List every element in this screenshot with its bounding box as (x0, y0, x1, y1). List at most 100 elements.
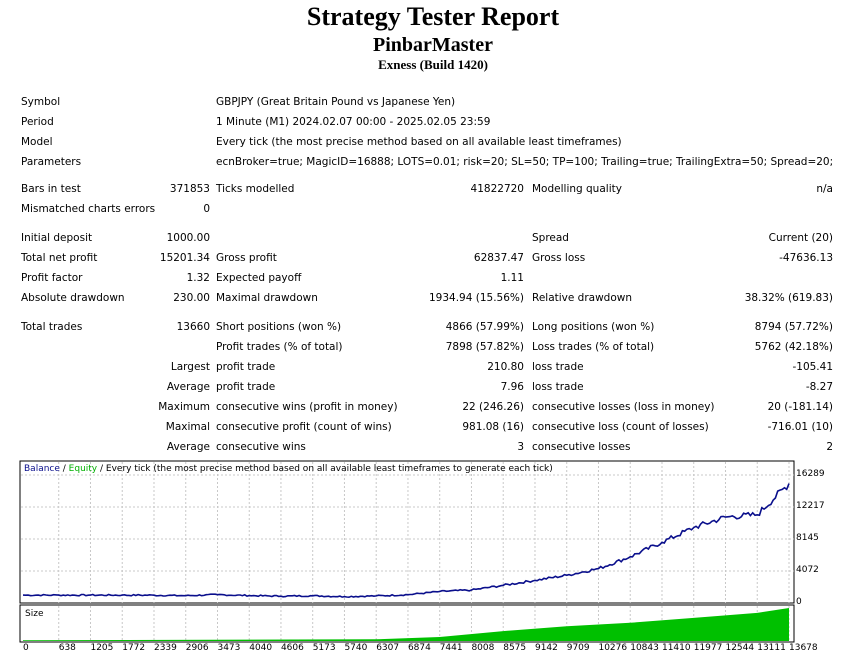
gross-loss-label: Gross loss (532, 252, 586, 264)
rel-drawdown-value: 38.32% (619.83) (744, 292, 833, 304)
server-name: Exness (Build 1420) (378, 57, 488, 72)
profit-factor-label: Profit factor (21, 272, 83, 284)
y-tick-label: 4072 (796, 565, 819, 575)
loss-trades-label: Loss trades (% of total) (532, 341, 655, 353)
legend-balance: Balance (24, 464, 60, 474)
x-tick-label: 2339 (153, 643, 177, 653)
y-tick-label: 0 (796, 597, 802, 607)
average-consecutive-prefix: Average (166, 441, 210, 453)
avg-consecutive-losses-label: consecutive losses (532, 441, 631, 453)
parameters-value: ecnBroker=true; MagicID=16888; LOTS=0.01… (216, 156, 834, 168)
gross-profit-value: 62837.47 (473, 252, 524, 264)
report-title: Strategy Tester Report (306, 2, 560, 31)
maximal-consecutive-profit-value: 981.08 (16) (462, 421, 524, 433)
profit-factor-value: 1.32 (186, 272, 210, 284)
x-tick-label: 638 (58, 643, 76, 653)
long-positions-value: 8794 (57.72%) (754, 321, 833, 333)
x-tick-label: 7441 (439, 643, 463, 653)
maximal-consecutive-loss-value: -716.01 (10) (767, 421, 833, 433)
ticks-value: 41822720 (470, 183, 524, 195)
rel-drawdown-label: Relative drawdown (532, 292, 633, 304)
abs-drawdown-value: 230.00 (173, 292, 210, 304)
profit-trades-label: Profit trades (% of total) (216, 341, 343, 353)
abs-drawdown-label: Absolute drawdown (21, 292, 125, 304)
x-tick-label: 1772 (122, 643, 146, 653)
x-tick-label: 0 (23, 643, 29, 653)
gross-profit-label: Gross profit (216, 252, 277, 264)
profit-trades-value: 7898 (57.82%) (445, 341, 524, 353)
chart-legend: Balance / Equity / Every tick (the most … (24, 464, 553, 474)
period-label: Period (21, 116, 54, 128)
largest-loss-label: loss trade (532, 361, 584, 373)
x-tick-label: 1205 (90, 643, 114, 653)
loss-trades-value: 5762 (42.18%) (754, 341, 833, 353)
x-tick-label: 3473 (217, 643, 241, 653)
expected-payoff-value: 1.11 (500, 272, 524, 284)
x-tick-label: 9709 (566, 643, 590, 653)
size-label: Size (25, 609, 44, 619)
x-tick-label: 6874 (407, 643, 431, 653)
spread-label: Spread (532, 232, 569, 244)
initial-deposit-value: 1000.00 (166, 232, 210, 244)
period-value: 1 Minute (M1) 2024.02.07 00:00 - 2025.02… (216, 116, 491, 128)
largest-prefix: Largest (170, 361, 210, 373)
legend-description: / Every tick (the most precise method ba… (97, 464, 553, 474)
model-label: Model (21, 136, 53, 148)
x-tick-label: 11977 (693, 643, 723, 653)
avg-consecutive-losses-value: 2 (826, 441, 833, 453)
spread-value: Current (20) (768, 232, 833, 244)
average-profit-value: 7.96 (500, 381, 524, 393)
quality-value: n/a (816, 183, 833, 195)
mismatch-label: Mismatched charts errors (21, 203, 156, 215)
x-tick-label: 8008 (471, 643, 495, 653)
x-tick-label: 12544 (725, 643, 755, 653)
x-tick-label: 4040 (249, 643, 273, 653)
bars-label: Bars in test (21, 183, 81, 195)
x-tick-label: 13111 (757, 643, 786, 653)
quality-label: Modelling quality (532, 183, 622, 195)
symbol-label: Symbol (21, 96, 61, 108)
x-tick-label: 5740 (344, 643, 368, 653)
x-tick-label: 8575 (503, 643, 527, 653)
x-tick-label: 2906 (185, 643, 209, 653)
ticks-label: Ticks modelled (216, 183, 295, 195)
short-positions-value: 4866 (57.99%) (445, 321, 524, 333)
balance-chart (19, 460, 795, 643)
x-tick-label: 6307 (376, 643, 400, 653)
average-profit-label: profit trade (216, 381, 276, 393)
max-consecutive-losses-label: consecutive losses (loss in money) (532, 401, 715, 413)
avg-consecutive-wins-value: 3 (517, 441, 524, 453)
initial-deposit-label: Initial deposit (21, 232, 93, 244)
symbol-value: GBPJPY (Great Britain Pound vs Japanese … (216, 96, 456, 108)
legend-equity: Equity (68, 464, 98, 474)
y-tick-label: 12217 (796, 500, 825, 511)
x-tick-label: 4606 (280, 643, 304, 653)
average-loss-value: -8.27 (805, 381, 833, 393)
legend-sep: / (59, 464, 69, 474)
x-tick-label: 10843 (630, 643, 659, 653)
max-drawdown-label: Maximal drawdown (216, 292, 318, 304)
short-positions-label: Short positions (won %) (216, 321, 342, 333)
x-tick-label: 11410 (661, 643, 691, 653)
model-value: Every tick (the most precise method base… (216, 136, 622, 148)
main-grid (21, 462, 794, 603)
long-positions-label: Long positions (won %) (532, 321, 655, 333)
avg-consecutive-wins-label: consecutive wins (216, 441, 306, 453)
net-profit-label: Total net profit (21, 252, 98, 264)
mismatch-value: 0 (203, 203, 210, 215)
largest-profit-label: profit trade (216, 361, 276, 373)
bars-value: 371853 (169, 183, 210, 195)
x-tick-label: 5173 (312, 643, 336, 653)
maximal-consecutive-loss-label: consecutive loss (count of losses) (532, 421, 709, 433)
gross-loss-value: -47636.13 (779, 252, 833, 264)
largest-loss-value: -105.41 (792, 361, 833, 373)
max-consecutive-wins-label: consecutive wins (profit in money) (216, 401, 398, 413)
average-loss-label: loss trade (532, 381, 584, 393)
expert-name: PinbarMaster (373, 34, 493, 56)
x-tick-label: 10276 (598, 643, 628, 653)
maximal-consecutive-profit-label: consecutive profit (count of wins) (216, 421, 392, 433)
total-trades-label: Total trades (21, 321, 83, 333)
net-profit-value: 15201.34 (159, 252, 210, 264)
y-tick-label: 8145 (796, 532, 819, 543)
max-drawdown-value: 1934.94 (15.56%) (429, 292, 524, 304)
